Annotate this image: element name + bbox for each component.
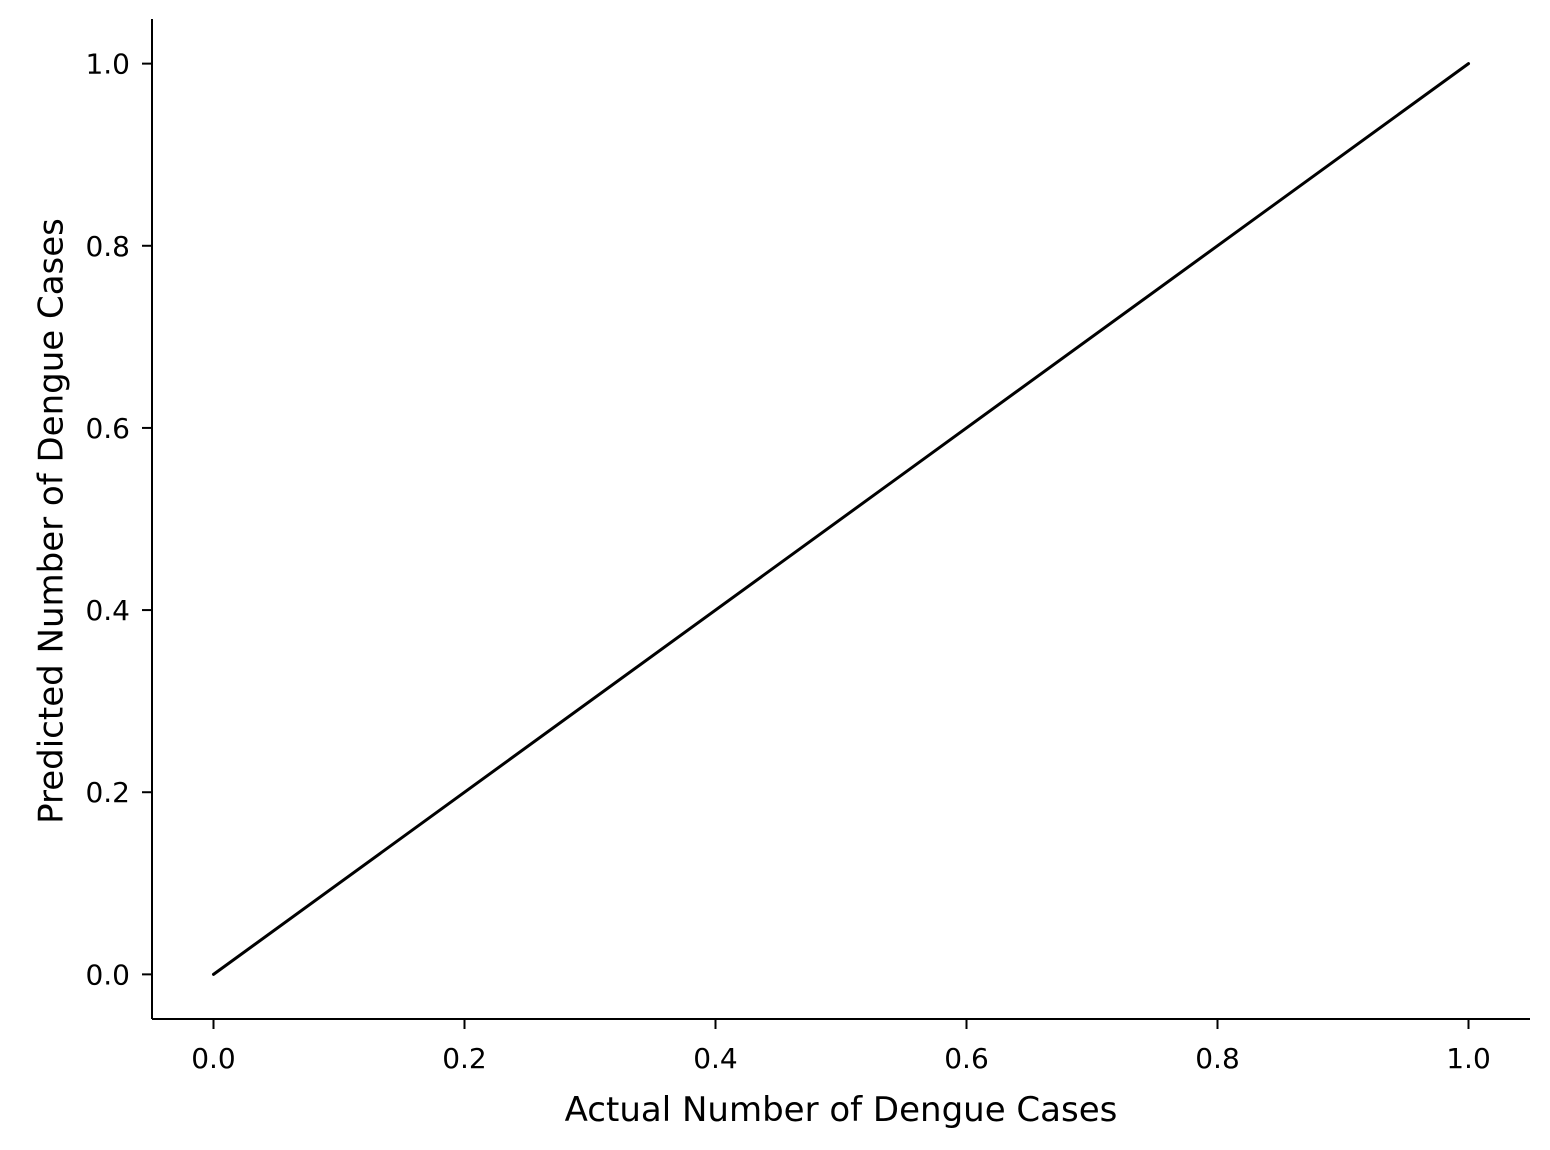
x-tick-label: 0.0 <box>191 1042 236 1075</box>
x-tick-label: 0.8 <box>1195 1042 1240 1075</box>
x-tick-label: 0.4 <box>693 1042 738 1075</box>
y-tick-label: 1.0 <box>85 48 130 81</box>
x-ticks: 0.0 0.2 0.4 0.6 0.8 1.0 <box>191 1019 1491 1075</box>
y-tick-label: 0.8 <box>85 230 130 263</box>
x-tick-label: 1.0 <box>1446 1042 1491 1075</box>
y-axis-title: Predicted Number of Dengue Cases <box>32 218 72 824</box>
y-tick-label: 0.2 <box>85 776 130 809</box>
plot-area <box>211 62 1471 976</box>
y-tick-label: 0.0 <box>85 958 130 991</box>
y-tick-label: 0.4 <box>85 594 130 627</box>
series-line <box>211 62 1471 976</box>
x-tick-label: 0.6 <box>944 1042 989 1075</box>
x-axis-title: Actual Number of Dengue Cases <box>565 1090 1118 1130</box>
y-tick-label: 0.6 <box>85 412 130 445</box>
y-ticks: 0.0 0.2 0.4 0.6 0.8 1.0 <box>85 48 152 991</box>
x-tick-label: 0.2 <box>442 1042 487 1075</box>
